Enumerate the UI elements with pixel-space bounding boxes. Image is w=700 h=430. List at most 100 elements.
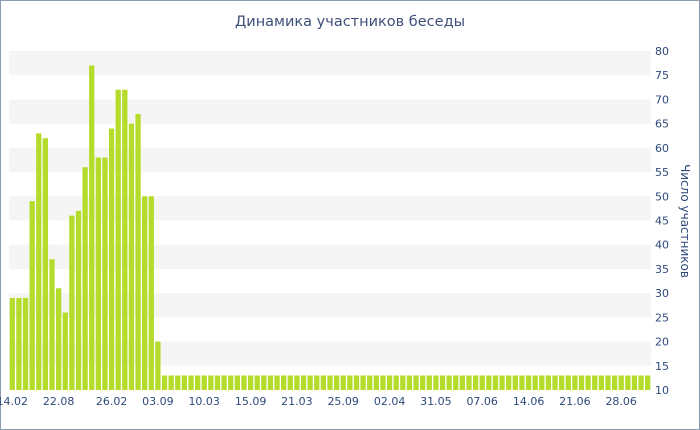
bar (29, 201, 35, 390)
bar (373, 375, 379, 390)
bar (631, 375, 638, 390)
bar (95, 157, 101, 390)
bar (247, 375, 254, 390)
bar (49, 259, 55, 390)
bar (472, 375, 479, 390)
bar (519, 375, 525, 390)
bar (645, 375, 651, 390)
bar (115, 89, 121, 391)
bar (102, 157, 108, 390)
bar (572, 375, 578, 390)
bar (367, 375, 373, 390)
bar (314, 375, 320, 390)
x-tick-label: 10.03 (188, 395, 220, 408)
bar (82, 167, 88, 390)
x-tick-label: 21.06 (559, 395, 591, 408)
bar (201, 375, 207, 390)
bar (360, 375, 366, 390)
bar (16, 297, 22, 390)
bar (333, 375, 340, 390)
bar (281, 375, 287, 390)
y-tick-label: 50 (655, 190, 669, 203)
bar (155, 341, 161, 390)
bar (188, 375, 194, 390)
bar (453, 375, 459, 390)
bar (380, 375, 386, 390)
bar (300, 375, 307, 390)
y-tick-label: 25 (655, 311, 669, 324)
bar (605, 375, 611, 390)
y-tick-label: 40 (655, 239, 669, 252)
bar (413, 375, 419, 390)
y-tick-label: 65 (655, 118, 669, 131)
bar (254, 375, 260, 390)
x-tick-label: 03.09 (142, 395, 174, 408)
x-tick-label: 26.02 (96, 395, 128, 408)
bar (512, 375, 518, 390)
bar (499, 375, 505, 390)
y-tick-label: 15 (655, 360, 669, 373)
bar (426, 375, 432, 390)
bar (486, 375, 492, 390)
bar (267, 375, 274, 390)
bar (466, 375, 472, 390)
chart-title: Динамика участников беседы (234, 14, 466, 30)
bar (287, 375, 293, 390)
bar (446, 375, 452, 390)
x-tick-label: 31.05 (420, 395, 452, 408)
bar (492, 375, 499, 390)
bar (135, 113, 141, 391)
bar (62, 312, 68, 390)
bar (625, 375, 631, 390)
bar (228, 375, 234, 390)
bar (194, 375, 201, 390)
bar (539, 375, 545, 390)
x-tick-label: 28.06 (605, 395, 637, 408)
bar (234, 375, 240, 390)
bar (327, 375, 333, 390)
x-tick-label: 14.02 (0, 395, 28, 408)
bar (75, 210, 82, 390)
bar (320, 375, 327, 390)
bar (69, 215, 75, 390)
bar (307, 375, 313, 390)
bar (55, 288, 62, 390)
bar (532, 375, 538, 390)
x-tick-label: 21.03 (281, 395, 313, 408)
bar (506, 375, 512, 390)
y-axis-ticks: 10 15 20 25 30 35 40 45 50 55 60 65 70 75 80 (655, 45, 669, 397)
y-tick-label: 10 (655, 384, 669, 397)
bar (261, 375, 267, 390)
bar (420, 375, 426, 390)
bar (479, 375, 485, 390)
bar (128, 123, 135, 390)
bar (592, 375, 598, 390)
bar (439, 375, 446, 390)
y-tick-label: 35 (655, 263, 669, 276)
bar (9, 297, 15, 390)
bar (347, 375, 353, 390)
bar (386, 375, 393, 390)
bar (559, 375, 565, 390)
bar (618, 375, 624, 390)
bar (208, 375, 214, 390)
bar (148, 196, 154, 390)
bar (181, 375, 188, 390)
y-tick-label: 45 (655, 215, 669, 228)
bar (294, 375, 300, 390)
x-tick-label: 14.06 (513, 395, 545, 408)
bar (340, 375, 346, 390)
bar (221, 375, 227, 390)
y-tick-label: 75 (655, 69, 669, 82)
x-axis-ticks: 14.02 22.08 26.02 03.09 10.03 15.09 21.03 25.09… (0, 395, 637, 408)
bar (578, 375, 585, 390)
x-tick-label: 25.09 (327, 395, 359, 408)
bar (393, 375, 399, 390)
bar (241, 375, 247, 390)
bar (274, 375, 280, 390)
bar (598, 375, 604, 390)
bar (214, 375, 221, 390)
bar (433, 375, 439, 390)
grid-band (9, 51, 651, 76)
